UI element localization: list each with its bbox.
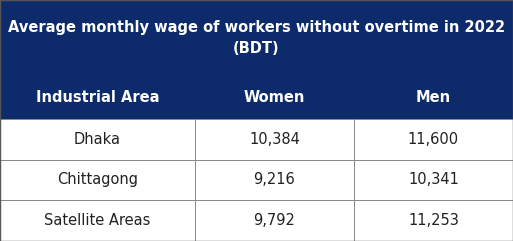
Text: 11,253: 11,253: [408, 213, 459, 228]
Text: 10,384: 10,384: [249, 132, 300, 147]
Text: Women: Women: [244, 90, 305, 105]
Bar: [0, 160, 513, 200]
Text: Dhaka: Dhaka: [74, 132, 121, 147]
Text: 9,792: 9,792: [253, 213, 295, 228]
Bar: [0, 119, 513, 160]
Text: Chittagong: Chittagong: [57, 172, 138, 187]
Bar: [0, 0, 513, 77]
Text: Men: Men: [416, 90, 451, 105]
Text: 9,216: 9,216: [253, 172, 295, 187]
Bar: [0, 77, 513, 119]
Text: Industrial Area: Industrial Area: [36, 90, 159, 105]
Text: 10,341: 10,341: [408, 172, 459, 187]
Bar: [0, 200, 513, 241]
Text: 11,600: 11,600: [408, 132, 459, 147]
Text: Average monthly wage of workers without overtime in 2022
(BDT): Average monthly wage of workers without …: [8, 20, 505, 56]
Text: Satellite Areas: Satellite Areas: [44, 213, 151, 228]
